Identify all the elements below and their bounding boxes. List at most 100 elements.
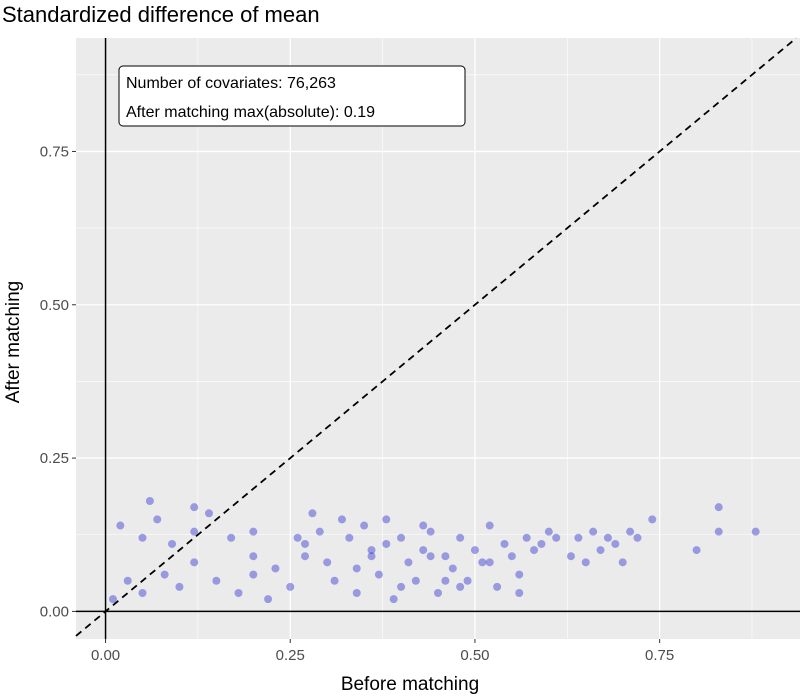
data-point — [116, 521, 125, 530]
data-point — [633, 533, 642, 542]
data-point — [603, 533, 612, 542]
data-point — [249, 552, 258, 561]
y-tick-label: 0.25 — [40, 450, 69, 467]
chart-title: Standardized difference of mean — [2, 2, 320, 27]
data-point — [485, 521, 494, 530]
data-point — [448, 564, 457, 573]
data-point — [485, 558, 494, 567]
data-point — [566, 552, 575, 561]
data-point — [714, 527, 723, 536]
annotation-box: Number of covariates: 76,263 After match… — [118, 65, 466, 127]
data-point — [168, 539, 177, 548]
data-point — [337, 515, 346, 524]
diagonal-reference-line — [75, 37, 797, 637]
data-point — [352, 564, 361, 573]
data-point — [160, 570, 169, 579]
data-point — [426, 552, 435, 561]
data-point — [145, 497, 154, 506]
data-point — [367, 546, 376, 555]
data-point — [419, 546, 428, 555]
x-axis-label: Before matching — [341, 674, 479, 695]
annotation-max-absolute: After matching max(absolute): 0.19 — [126, 104, 375, 121]
data-point — [434, 589, 442, 598]
data-point — [367, 552, 376, 561]
data-point — [153, 515, 162, 524]
axis-ticks: 0.00 0.25 0.50 0.75 0.00 0.25 0.50 0.75 — [40, 143, 674, 664]
data-point — [352, 589, 361, 598]
data-point — [544, 527, 553, 536]
y-tick-label: 0.75 — [40, 143, 69, 160]
data-point — [301, 539, 310, 548]
data-point — [234, 589, 243, 598]
data-point — [411, 576, 420, 585]
data-point — [507, 552, 516, 561]
data-point — [271, 564, 280, 573]
annotation-covariates: Number of covariates: 76,263 — [126, 75, 336, 92]
data-point — [308, 509, 317, 518]
data-point — [190, 558, 199, 567]
data-point — [286, 582, 295, 591]
annotation-frame — [118, 65, 466, 127]
data-point — [648, 515, 657, 524]
data-point — [618, 558, 627, 567]
data-point — [515, 589, 524, 598]
data-point — [463, 576, 472, 585]
data-point — [212, 576, 221, 585]
data-point — [419, 521, 428, 530]
data-point — [123, 576, 132, 585]
x-tick-label: 0.25 — [276, 647, 305, 664]
data-point — [574, 533, 583, 542]
y-tick-label: 0.00 — [40, 603, 69, 620]
data-point — [470, 546, 479, 555]
data-points — [108, 497, 760, 604]
data-point — [315, 527, 324, 536]
data-point — [389, 595, 398, 604]
plot-panel — [76, 38, 800, 639]
data-point — [404, 558, 413, 567]
data-point — [426, 527, 435, 536]
data-point — [249, 527, 258, 536]
data-point — [692, 546, 701, 555]
reference-lines — [75, 37, 800, 639]
data-point — [382, 539, 391, 548]
data-point — [626, 527, 635, 536]
data-point — [249, 570, 258, 579]
data-point — [522, 533, 531, 542]
data-point — [456, 533, 465, 542]
data-point — [138, 589, 147, 598]
x-tick-label: 0.75 — [645, 647, 674, 664]
data-point — [478, 558, 487, 567]
data-point — [596, 546, 605, 555]
y-tick-label: 0.50 — [40, 297, 69, 314]
data-point — [227, 533, 236, 542]
data-point — [552, 533, 561, 542]
x-tick-label: 0.00 — [91, 647, 120, 664]
panel-background — [76, 38, 800, 639]
data-point — [397, 533, 406, 542]
data-point — [330, 576, 339, 585]
data-point — [108, 595, 117, 604]
data-point — [456, 582, 465, 591]
data-point — [323, 558, 332, 567]
data-point — [441, 576, 450, 585]
data-point — [751, 527, 760, 536]
data-point — [293, 533, 302, 542]
data-point — [360, 521, 369, 530]
data-point — [175, 582, 184, 591]
data-point — [493, 582, 502, 591]
data-point — [374, 570, 383, 579]
x-tick-label: 0.50 — [460, 647, 489, 664]
data-point — [190, 527, 199, 536]
data-point — [138, 533, 147, 542]
data-point — [382, 515, 391, 524]
data-point — [301, 552, 310, 561]
data-point — [441, 552, 450, 561]
data-point — [190, 503, 199, 512]
data-point — [589, 527, 598, 536]
data-point — [345, 533, 354, 542]
data-point — [530, 546, 539, 555]
data-point — [537, 539, 546, 548]
data-point — [581, 558, 590, 567]
data-point — [264, 595, 273, 604]
